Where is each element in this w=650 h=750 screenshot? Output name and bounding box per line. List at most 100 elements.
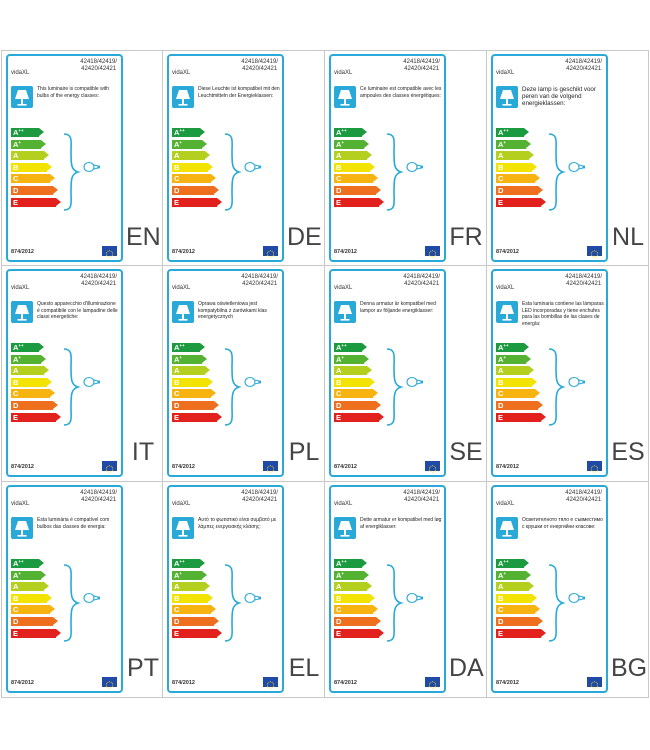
energy-class-letter: D (174, 185, 180, 195)
bulb-icon (83, 160, 101, 179)
energy-class-letter: A (174, 366, 180, 376)
language-code: ES (611, 438, 645, 466)
energy-class-bar: A++ (334, 128, 367, 137)
energy-class-plus: + (503, 354, 507, 360)
eu-star (105, 253, 107, 255)
model-numbers: 42418/42419/ 42420/42421 (403, 490, 440, 503)
energy-class-letter: E (336, 197, 342, 207)
energy-class-bar: B (496, 162, 537, 172)
eu-star (109, 687, 110, 689)
eu-star (270, 681, 271, 683)
bulb-icon (406, 160, 424, 179)
eu-star (110, 681, 112, 683)
energy-class-letter: C (336, 605, 342, 615)
eu-star (433, 687, 435, 689)
regulation-number: 874/2012 (172, 464, 195, 470)
eu-star (596, 251, 598, 253)
energy-class-bar: A (334, 582, 372, 592)
eu-star (273, 684, 275, 686)
energy-class-letter: E (336, 412, 342, 422)
model-numbers: 42418/42419/ 42420/42421 (565, 274, 602, 287)
energy-class-bar: A++ (496, 128, 529, 137)
eu-star (111, 686, 113, 688)
eu-star (106, 686, 108, 688)
energy-class-letter: C (498, 174, 504, 184)
label-cell-el: vidaXL 42418/42419/ 42420/42421 Αυτό το … (163, 482, 325, 698)
energy-class-bar: A (172, 366, 210, 376)
energy-class-letter: B (336, 593, 342, 603)
eu-star (596, 470, 598, 472)
eu-star (429, 470, 431, 472)
eu-star (109, 471, 110, 473)
energy-label: vidaXL 42418/42419/ 42420/42421 Dette ar… (329, 485, 446, 693)
energy-class-letter: E (13, 628, 19, 638)
energy-class-bar: E (11, 197, 61, 207)
eu-star (597, 468, 599, 470)
energy-class-scale: A++ A+ A B C D E (496, 128, 546, 209)
bracket-icon (61, 563, 81, 648)
energy-class-letter: D (174, 400, 180, 410)
energy-class-bar: A++ (11, 128, 44, 137)
bracket-icon (222, 563, 242, 648)
eu-star (105, 468, 107, 470)
energy-class-bar: D (11, 616, 58, 626)
energy-class-bar: A+ (496, 354, 531, 364)
energy-class-letter: A (13, 582, 19, 592)
eu-star (272, 251, 274, 253)
compatibility-text: Ce luminaire est compatible avec les amp… (360, 86, 442, 99)
energy-class-letter: A (13, 139, 19, 149)
brand-name: vidaXL (11, 285, 30, 291)
energy-class-letter: B (13, 377, 19, 387)
eu-star (592, 681, 594, 683)
lamp-icon (172, 86, 194, 108)
bracket-icon (384, 347, 404, 432)
eu-star (430, 471, 432, 473)
eu-star (267, 466, 269, 468)
eu-star (266, 684, 268, 686)
energy-class-bar: E (334, 628, 384, 638)
energy-class-bar: E (496, 628, 546, 638)
eu-flag-icon (102, 246, 117, 258)
energy-class-bar: E (172, 628, 222, 638)
lamp-icon (496, 86, 518, 108)
energy-class-letter: C (498, 605, 504, 615)
eu-star (428, 468, 430, 470)
energy-class-letter: C (174, 605, 180, 615)
eu-star (592, 465, 594, 467)
eu-star (112, 468, 114, 470)
bulb-icon (406, 375, 424, 394)
energy-class-letter: B (174, 593, 180, 603)
energy-class-scale: A++ A+ A B C D E (172, 559, 222, 640)
energy-class-plus: ++ (503, 128, 509, 133)
energy-class-bar: E (334, 197, 384, 207)
energy-class-letter: B (498, 162, 504, 172)
compatibility-text: Denna armatur är kompatibel med lampor a… (360, 301, 436, 314)
eu-flag-icon (102, 677, 117, 689)
energy-class-bar: B (334, 377, 375, 387)
energy-class-letter: E (498, 628, 504, 638)
energy-class-bar: A+ (334, 354, 369, 364)
energy-class-bar: B (496, 377, 537, 387)
eu-star (433, 250, 435, 252)
energy-class-letter: A (174, 582, 180, 592)
energy-class-bar: C (496, 605, 540, 615)
energy-class-bar: C (172, 174, 216, 184)
energy-class-bar: A (496, 151, 534, 161)
eu-star (428, 253, 430, 255)
energy-class-letter: A (498, 128, 504, 137)
energy-label: vidaXL 42418/42419/ 42420/42421 Questo a… (6, 269, 123, 477)
lamp-icon (334, 517, 356, 539)
energy-class-letter: E (498, 412, 504, 422)
energy-class-bar: A++ (496, 559, 529, 568)
energy-class-bar: B (334, 162, 375, 172)
eu-flag-icon (263, 461, 278, 473)
lamp-icon (496, 517, 518, 539)
eu-star (435, 684, 437, 686)
energy-class-plus: + (503, 139, 507, 145)
compatibility-text: Esta luminária é compatível com bulbos d… (37, 517, 110, 530)
compatibility-text: Dette armatur er kompatibel med løg af e… (360, 517, 442, 530)
bulb-icon (244, 591, 262, 610)
energy-class-letter: E (174, 628, 180, 638)
language-code: IT (131, 438, 155, 466)
energy-class-plus: ++ (179, 343, 185, 348)
